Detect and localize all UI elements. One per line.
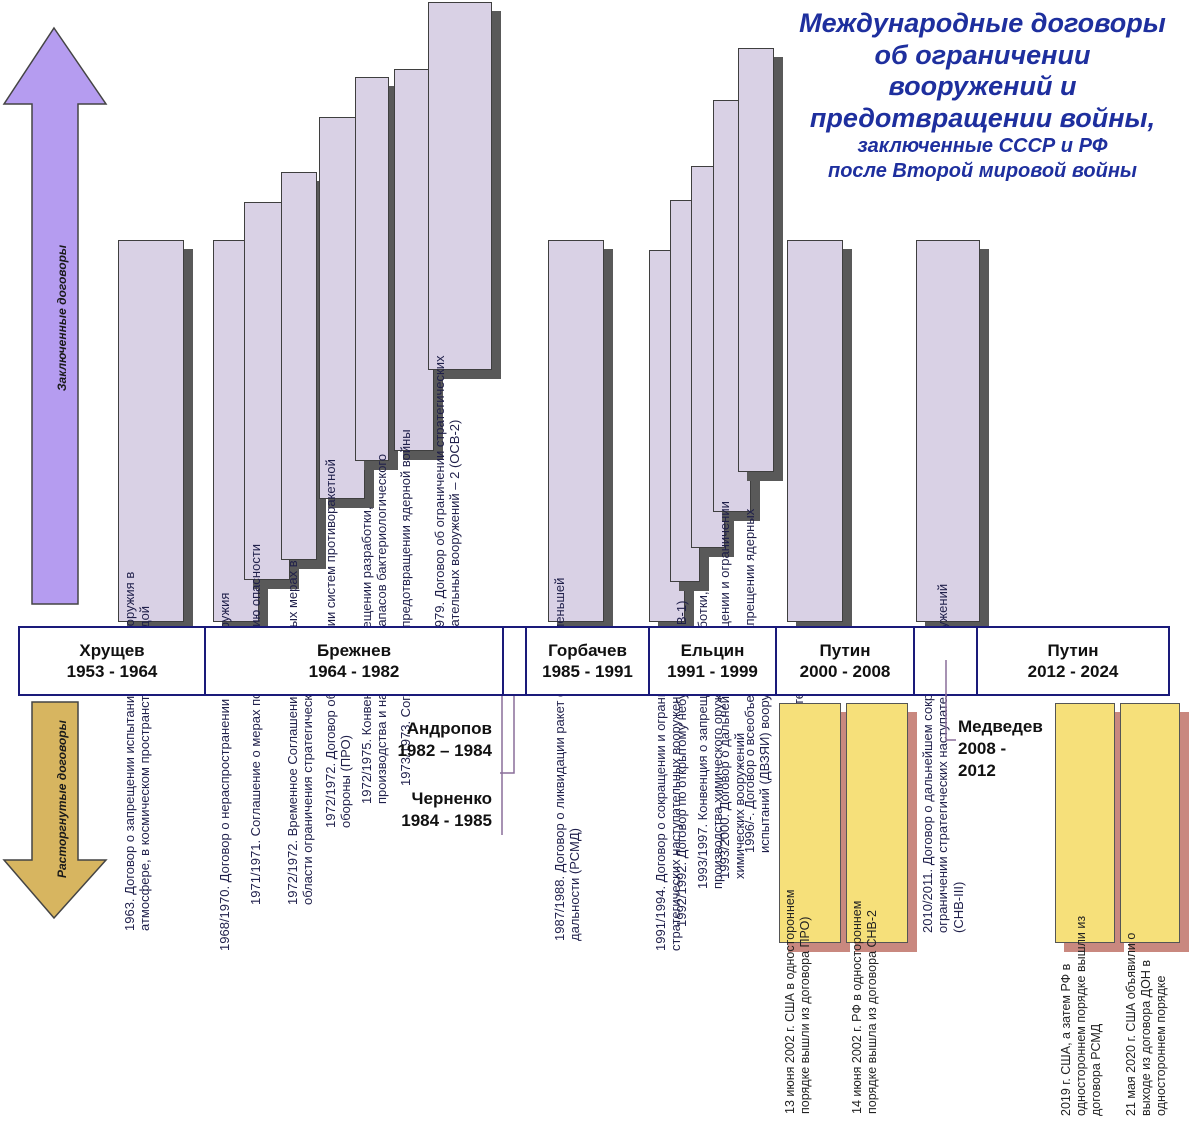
terminated-card-abm: 13 июня 2002 г. США в одностороннем поря…: [779, 703, 841, 1114]
era-putin-1: Путин 2000 - 2008: [799, 640, 891, 681]
up-arrow-icon: [2, 26, 108, 605]
era-yeltsin: Ельцин 1991 - 1999: [667, 640, 758, 681]
treaty-card-1972-interim: 1972/1972. Временное Соглашение о некото…: [281, 172, 317, 905]
treaty-card-1979: 1979/1979. Договор об ограничении страте…: [428, 2, 492, 667]
era-medvedev: Медведев 2008 -2012: [958, 717, 1043, 781]
title-line-2: об ограничении: [874, 39, 1091, 70]
treaty-card-1996: 1996/-. Договор о всеобъемлющем запрещен…: [738, 48, 774, 853]
title-line-4: предотвращении войны,: [809, 102, 1156, 133]
treaty-card-2002: 2002/2003. Договор о сокращении стратеги…: [787, 240, 843, 941]
title-line-1: Международные договоры: [799, 8, 1166, 38]
connector-lines: [500, 660, 956, 835]
terminated-card-openskies: 21 мая 2020 г. США объявили о выходе из …: [1120, 703, 1180, 1116]
down-arrow-icon: [2, 701, 108, 920]
title-line-3: вооружений и: [888, 71, 1077, 102]
treaty-card-2010: 2010/2011. Договор о дальнейшем сокращен…: [916, 240, 980, 933]
era-brezhnev: Брежнев 1964 - 1982: [308, 640, 400, 681]
timeline-bar: [18, 626, 1170, 696]
title-line-6: после Второй мировой войны: [828, 160, 1137, 183]
era-khrushchev: Хрущев 1953 - 1964: [66, 640, 158, 681]
terminated-text: 14 июня 2002 г. РФ в одностороннем поряд…: [850, 900, 879, 1114]
era-putin-2: Путин 2012 - 2024: [1027, 640, 1119, 681]
terminated-card-start2: 14 июня 2002 г. РФ в одностороннем поряд…: [846, 703, 908, 1114]
terminated-text: 13 июня 2002 г. США в одностороннем поря…: [783, 889, 812, 1114]
treaty-card-1987: 1987/1988. Договор о ликвидации ракет ср…: [548, 240, 604, 941]
terminated-card-inf: 2019 г. США, а затем РФ в одностороннем …: [1055, 703, 1115, 1116]
treaty-card-1972-bio: 1972/1975. Конвенция о запрещении разраб…: [355, 77, 390, 804]
era-gorbachev: Горбачев 1985 - 1991: [542, 640, 633, 681]
treaty-card-1973: 1973/1973. Соглашение о предотвращении я…: [394, 69, 434, 786]
terminated-text: 2019 г. США, а затем РФ в одностороннем …: [1059, 915, 1103, 1116]
title-line-5: заключенные СССР и РФ: [857, 135, 1108, 158]
terminated-text: 21 мая 2020 г. США объявили о выходе из …: [1124, 932, 1168, 1116]
treaty-card-1963: 1963. Договор о запрещении испытаний яде…: [118, 240, 184, 931]
era-andropov: Андропов 1982 – 1984: [397, 719, 492, 761]
diagram-title: Международные договоры об ограничении во…: [770, 8, 1195, 184]
era-chernenko: Черненко 1984 - 1985: [401, 789, 492, 831]
